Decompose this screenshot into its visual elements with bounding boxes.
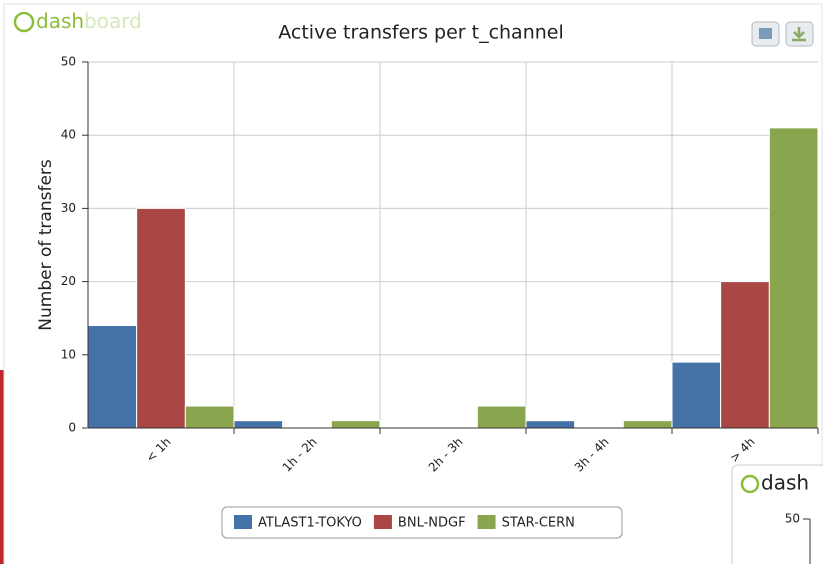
y-tick-label: 40: [61, 128, 76, 142]
legend-label: BNL-NDGF: [398, 516, 466, 531]
logo-dash: dash: [36, 9, 84, 33]
legend-swatch: [234, 515, 252, 529]
second-y-tick: 50: [785, 512, 800, 526]
chart-panel: [3, 3, 823, 564]
y-tick-label: 0: [68, 421, 76, 435]
logo: dashboard: [13, 9, 142, 33]
bar: [233, 420, 284, 429]
logo-text: dashboard: [36, 9, 142, 33]
legend-swatch: [477, 515, 496, 529]
y-tick-label: 10: [61, 347, 76, 361]
legend: [221, 506, 623, 539]
second-logo: dash: [761, 471, 809, 495]
legend-swatch: [373, 515, 392, 529]
bar: [87, 325, 138, 429]
bar: [330, 420, 381, 429]
legend-label: ATLAST1-TOKYO: [258, 516, 362, 531]
second-logo-icon: [740, 474, 760, 494]
legend-items: ATLAST1-TOKYO BNL-NDGF STAR-CERN: [234, 515, 575, 531]
bar: [476, 405, 527, 429]
bar: [525, 420, 576, 429]
chart-title: Active transfers per t_channel: [278, 22, 564, 44]
bar: [136, 207, 186, 429]
y-tick-label: 20: [61, 274, 76, 288]
download-icon: [792, 27, 806, 42]
bar: [671, 361, 722, 429]
print-icon: [759, 28, 772, 39]
bar: [184, 405, 235, 429]
logo-icon: [13, 11, 35, 33]
bar: [768, 127, 819, 429]
logo-board: board: [84, 9, 142, 33]
y-axis-title: Number of transfers: [36, 159, 56, 331]
y-tick-label: 50: [61, 55, 76, 69]
legend-label: STAR-CERN: [502, 516, 575, 531]
y-tick-label: 30: [61, 201, 76, 215]
bar: [720, 281, 770, 429]
bar: [622, 420, 673, 429]
